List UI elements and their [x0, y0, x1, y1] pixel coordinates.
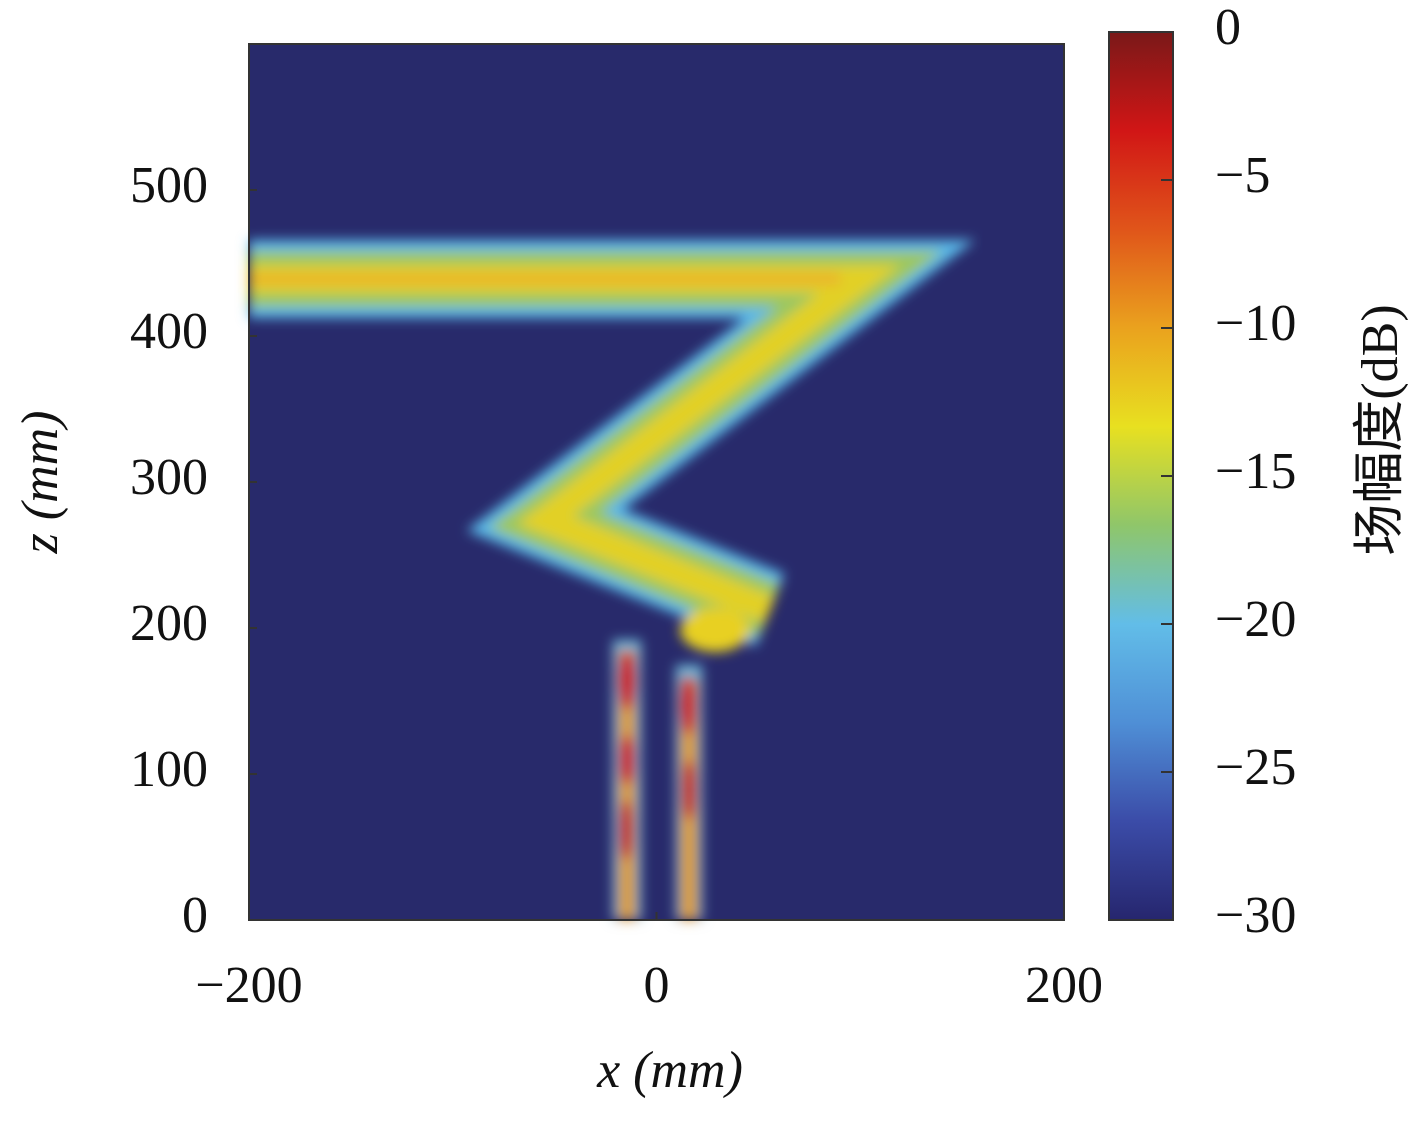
x-tick-label: −200	[195, 957, 302, 1014]
colorbar-label: 场幅度(dB)	[1352, 304, 1409, 555]
colorbar-tick-label: −25	[1215, 739, 1296, 796]
field-pattern	[249, 240, 976, 920]
y-tick-label: 200	[130, 595, 208, 652]
colorbar-tick-label: 0	[1215, 0, 1241, 56]
y-tick-label: 0	[182, 887, 208, 944]
x-tick-label: 0	[644, 957, 670, 1014]
colorbar-tick-label: −5	[1215, 147, 1270, 204]
y-tick-label: 300	[130, 449, 208, 506]
colorbar-tick-label: −15	[1215, 443, 1296, 500]
y-tick-label: 100	[130, 741, 208, 798]
y-tick-label: 400	[130, 303, 208, 360]
colorbar-tick-label: −20	[1215, 591, 1296, 648]
x-axis-label: x (mm)	[596, 1042, 743, 1099]
x-tick-label: 200	[1025, 957, 1103, 1014]
colorbar-tick-label: −30	[1215, 887, 1296, 944]
y-axis-label: z (mm)	[12, 411, 69, 555]
colorbar-tick-label: −10	[1215, 295, 1296, 352]
y-tick-label: 500	[130, 157, 208, 214]
